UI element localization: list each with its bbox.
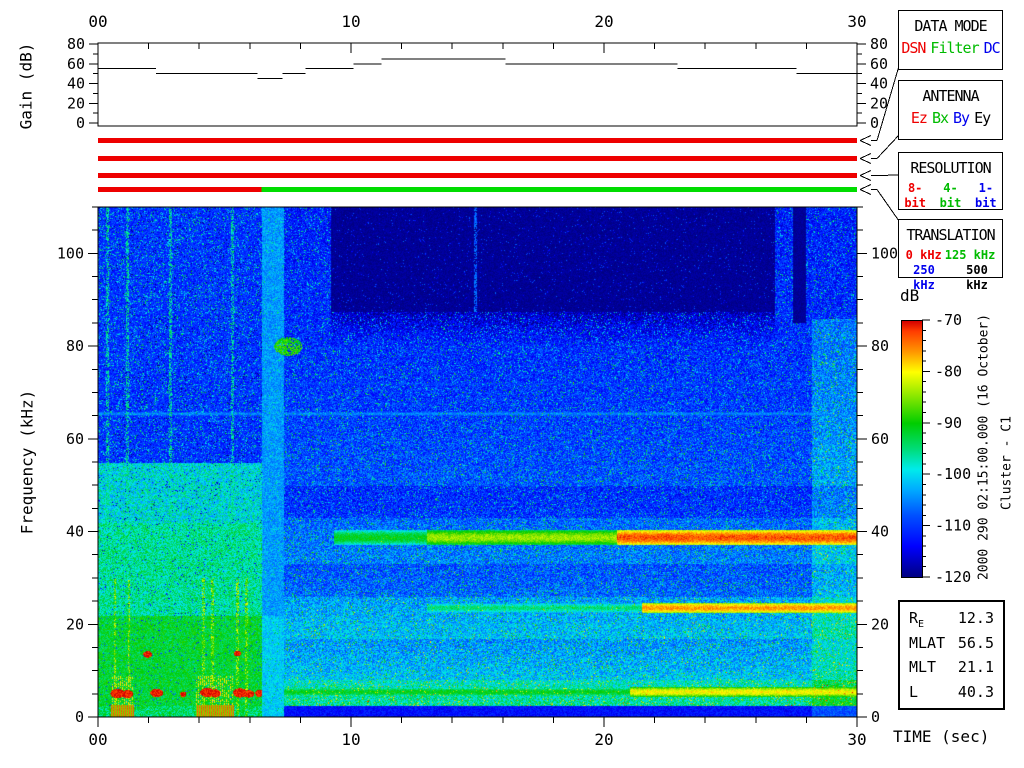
svg-text:100: 100 xyxy=(871,244,898,262)
legend-item: Ey xyxy=(974,109,991,127)
svg-text:40: 40 xyxy=(67,75,85,93)
info-row-mlat: MLAT 56.5 xyxy=(909,634,994,652)
legend-item: 500 kHz xyxy=(966,263,988,292)
svg-text:60: 60 xyxy=(871,430,889,448)
svg-text:20: 20 xyxy=(594,730,613,749)
info-label: MLAT xyxy=(909,633,946,652)
svg-text:60: 60 xyxy=(870,55,888,73)
svg-text:60: 60 xyxy=(67,55,85,73)
svg-text:40: 40 xyxy=(871,523,889,541)
info-label: R xyxy=(909,608,919,627)
svg-text:80: 80 xyxy=(67,35,85,53)
legend-item: 125 kHz xyxy=(944,248,996,262)
svg-text:10: 10 xyxy=(341,12,360,31)
legend-item: By xyxy=(953,109,970,127)
legend-item: 4-bit xyxy=(939,181,962,210)
legend-box-antenna: ANTENNA Ez Bx By Ey xyxy=(898,80,1003,140)
legend-item: 8-bit xyxy=(904,181,926,210)
svg-text:0: 0 xyxy=(75,708,84,726)
legend-item: DSN xyxy=(901,39,926,57)
info-label: L xyxy=(909,683,919,702)
svg-text:20: 20 xyxy=(594,12,613,31)
legend-box-title: ANTENNA xyxy=(922,87,979,105)
spectrogram-canvas xyxy=(98,207,857,717)
svg-text:100: 100 xyxy=(57,244,84,262)
legend-item: Bx xyxy=(931,109,949,127)
svg-text:-70: -70 xyxy=(935,311,962,329)
legend-item: Filter xyxy=(930,39,979,57)
legend-item: Ez xyxy=(910,109,928,127)
legend-box-translation: TRANSLATION 0 kHz 125 kHz 250 kHz 500 kHz xyxy=(898,219,1003,292)
frequency-axis-label: Frequency (kHz) xyxy=(17,389,37,535)
svg-text:10: 10 xyxy=(341,730,360,749)
svg-text:40: 40 xyxy=(66,523,84,541)
svg-text:-120: -120 xyxy=(935,568,971,586)
svg-text:80: 80 xyxy=(870,35,888,53)
info-row-l: L 40.3 xyxy=(909,683,994,701)
legend-box-items: 0 kHz 125 kHz 250 kHz 500 kHz xyxy=(899,248,1002,293)
legend-item: 1-bit xyxy=(974,181,997,210)
svg-text:20: 20 xyxy=(67,94,85,112)
svg-text:-110: -110 xyxy=(935,517,971,535)
ephemeris-info-box: RE 12.3 MLAT 56.5 MLT 21.1 L 40.3 xyxy=(898,600,1005,710)
info-label-subscript: E xyxy=(918,618,925,630)
svg-text:00: 00 xyxy=(88,730,107,749)
info-label: MLT xyxy=(909,658,937,677)
legend-box-items: 8-bit 4-bit 1-bit xyxy=(899,181,1002,211)
legend-box-items: DSN Filter DC xyxy=(899,40,1002,56)
svg-text:40: 40 xyxy=(870,75,888,93)
svg-text:-80: -80 xyxy=(935,362,962,380)
legend-item: 250 kHz xyxy=(913,263,935,292)
info-value: 40.3 xyxy=(957,683,994,702)
info-value: 56.5 xyxy=(957,633,994,652)
svg-text:00: 00 xyxy=(88,12,107,31)
svg-text:-100: -100 xyxy=(935,465,971,483)
legend-item: DC xyxy=(983,39,1001,57)
svg-text:30: 30 xyxy=(847,12,866,31)
svg-text:20: 20 xyxy=(870,94,888,112)
info-row-mlt: MLT 21.1 xyxy=(909,658,994,676)
datetime-label: 2000 290 02:15:00.000 (16 October) xyxy=(976,313,992,581)
svg-text:-90: -90 xyxy=(935,414,962,432)
svg-text:0: 0 xyxy=(76,114,85,132)
svg-text:30: 30 xyxy=(847,730,866,749)
legend-box-title: TRANSLATION xyxy=(906,226,995,244)
spacecraft-label: Cluster - C1 xyxy=(999,416,1015,510)
info-row-re: RE 12.3 xyxy=(909,608,994,630)
colorbar-unit-label: dB xyxy=(900,286,920,305)
info-value: 21.1 xyxy=(957,658,994,677)
svg-text:20: 20 xyxy=(66,615,84,633)
legend-item: 0 kHz xyxy=(905,248,942,262)
svg-text:0: 0 xyxy=(871,708,880,726)
legend-box-title: DATA MODE xyxy=(914,17,987,35)
legend-box-title: RESOLUTION xyxy=(910,159,991,177)
legend-box-items: Ez Bx By Ey xyxy=(899,110,1002,126)
legend-box-data-mode: DATA MODE DSN Filter DC xyxy=(898,10,1003,70)
legend-box-resolution: RESOLUTION 8-bit 4-bit 1-bit xyxy=(898,152,1003,210)
gain-axis-label: Gain (dB) xyxy=(16,42,36,130)
svg-text:60: 60 xyxy=(66,430,84,448)
colorbar-gradient xyxy=(901,320,923,578)
time-axis-label: TIME (sec) xyxy=(893,727,990,746)
svg-text:80: 80 xyxy=(871,337,889,355)
svg-text:80: 80 xyxy=(66,337,84,355)
svg-text:0: 0 xyxy=(870,114,879,132)
info-value: 12.3 xyxy=(957,608,994,627)
svg-text:20: 20 xyxy=(871,615,889,633)
